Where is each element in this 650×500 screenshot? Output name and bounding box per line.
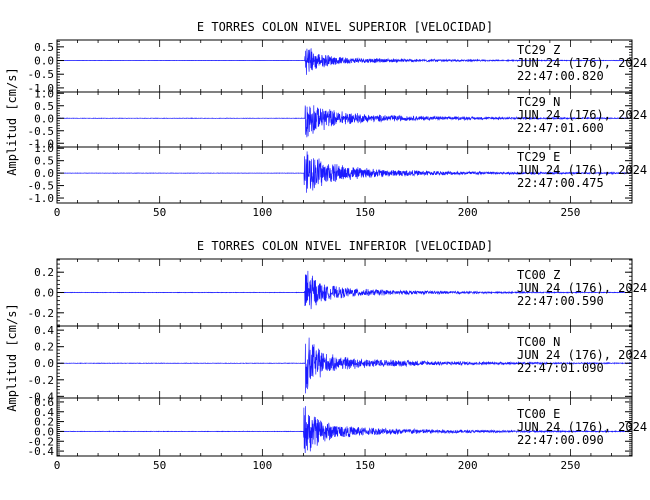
y-tick-label: -0.5 <box>28 68 55 81</box>
seismic-trace <box>56 270 633 310</box>
x-tick-label: 250 <box>560 206 580 219</box>
x-tick-label: 150 <box>355 206 375 219</box>
x-tick-label: 50 <box>153 459 166 472</box>
y-tick-label: 0.2 <box>34 341 54 354</box>
y-tick-label: -0.4 <box>28 445 55 458</box>
x-tick-label: 200 <box>458 206 478 219</box>
y-tick-label: 1.0 <box>34 87 54 100</box>
y-tick-label: 0.5 <box>34 100 54 113</box>
y-tick-label: 0.0 <box>34 55 54 68</box>
y-tick-label: 0.5 <box>34 155 54 168</box>
date-label: JUN 24 (176), 2024 <box>517 420 647 434</box>
x-tick-label: 0 <box>54 459 61 472</box>
chart-title: E TORRES COLON NIVEL SUPERIOR [VELOCIDAD… <box>197 20 493 34</box>
y-tick-label: 0.2 <box>34 266 54 279</box>
channel-label: TC29 E <box>517 150 560 164</box>
y-tick-label: -0.2 <box>28 374 55 387</box>
y-axis-label: Amplitud [cm/s] <box>5 67 19 175</box>
y-tick-label: 0.4 <box>34 324 54 337</box>
y-tick-label: 1.0 <box>34 142 54 155</box>
x-tick-label: 250 <box>560 459 580 472</box>
y-tick-label: -0.4 <box>28 390 55 403</box>
seismic-trace <box>56 337 633 394</box>
y-tick-label: -1.0 <box>28 192 55 205</box>
y-axis-label: Amplitud [cm/s] <box>5 303 19 411</box>
y-tick-label: 0.0 <box>34 357 54 370</box>
x-tick-label: 0 <box>54 206 61 219</box>
y-tick-label: 0.4 <box>34 406 54 419</box>
x-tick-label: 50 <box>153 206 166 219</box>
y-tick-label: -0.5 <box>28 125 55 138</box>
y-tick-label: 0.5 <box>34 41 54 54</box>
seismic-trace <box>56 406 633 454</box>
time-label: 22:47:00.590 <box>517 294 604 308</box>
seismic-trace <box>56 105 633 138</box>
time-label: 22:47:01.600 <box>517 121 604 135</box>
seismic-trace <box>57 151 633 193</box>
channel-label: TC00 N <box>517 335 560 349</box>
time-label: 22:47:00.090 <box>517 433 604 447</box>
channel-label: TC00 Z <box>517 268 560 282</box>
seismic-trace <box>56 48 633 75</box>
date-label: JUN 24 (176), 2024 <box>517 281 647 295</box>
panels-layer: E TORRES COLON NIVEL SUPERIOR [VELOCIDAD… <box>5 20 647 472</box>
y-tick-label: 0.0 <box>34 112 54 125</box>
y-tick-label: 0.0 <box>34 167 54 180</box>
date-label: JUN 24 (176), 2024 <box>517 348 647 362</box>
time-label: 22:47:00.820 <box>517 69 604 83</box>
date-label: JUN 24 (176), 2024 <box>517 163 647 177</box>
channel-label: TC00 E <box>517 407 560 421</box>
y-tick-label: -1.0 <box>28 137 55 150</box>
channel-label: TC29 N <box>517 95 560 109</box>
y-tick-label: 0.0 <box>34 287 54 300</box>
y-tick-label: -0.2 <box>28 435 55 448</box>
y-tick-label: -0.2 <box>28 307 55 320</box>
time-label: 22:47:00.475 <box>517 176 604 190</box>
y-tick-label: 0.2 <box>34 416 54 429</box>
x-tick-label: 150 <box>355 459 375 472</box>
date-label: JUN 24 (176), 2024 <box>517 56 647 70</box>
x-tick-label: 200 <box>458 459 478 472</box>
y-tick-label: -0.5 <box>28 180 55 193</box>
x-tick-label: 100 <box>252 459 272 472</box>
channel-label: TC29 Z <box>517 43 560 57</box>
time-label: 22:47:01.090 <box>517 361 604 375</box>
y-tick-label: 0.6 <box>34 396 54 409</box>
date-label: JUN 24 (176), 2024 <box>517 108 647 122</box>
y-tick-label: -1.0 <box>28 82 55 95</box>
chart-title: E TORRES COLON NIVEL INFERIOR [VELOCIDAD… <box>197 239 493 253</box>
y-tick-label: 0.0 <box>34 425 54 438</box>
x-tick-label: 100 <box>252 206 272 219</box>
